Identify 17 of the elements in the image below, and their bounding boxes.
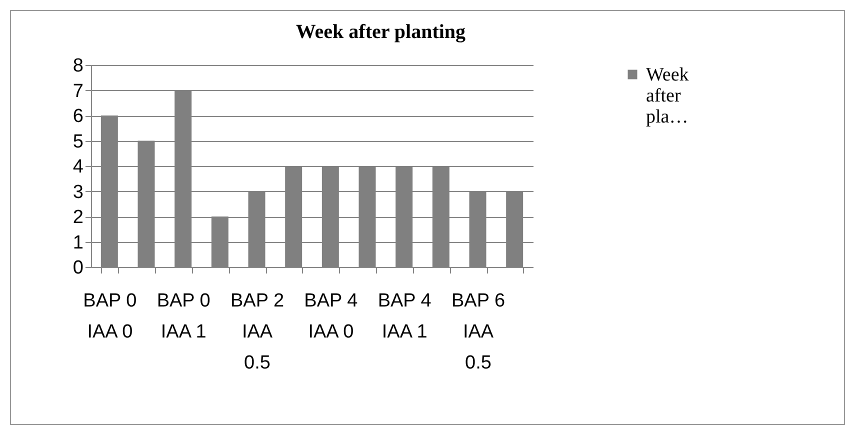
x-tick-label: BAP 0 IAA 0 <box>83 290 137 342</box>
chart-title: Week after planting <box>296 21 466 43</box>
y-tick-label: 7 <box>72 80 84 102</box>
x-tick-label: BAP 0 IAA 1 <box>156 290 210 342</box>
y-tick-label: 0 <box>72 258 84 278</box>
y-tick-label: 4 <box>72 156 84 178</box>
x-tick-label: BAP 4 IAA 1 <box>378 290 432 342</box>
x-tick-label: BAP 2 IAA 0.5 <box>230 290 284 374</box>
y-tick-label: 5 <box>72 131 84 152</box>
y-tick-label: 6 <box>72 106 84 127</box>
y-tick-label: 3 <box>72 182 84 203</box>
y-tick-label: 2 <box>72 207 84 228</box>
x-tick-label: BAP 6 IAA 0.5 <box>451 290 506 374</box>
x-tick-label: BAP 4 IAA 0 <box>304 290 358 342</box>
y-tick-label: 8 <box>72 56 84 76</box>
y-tick-label: 1 <box>72 232 84 254</box>
legend-label: Week after pla… <box>646 64 690 128</box>
